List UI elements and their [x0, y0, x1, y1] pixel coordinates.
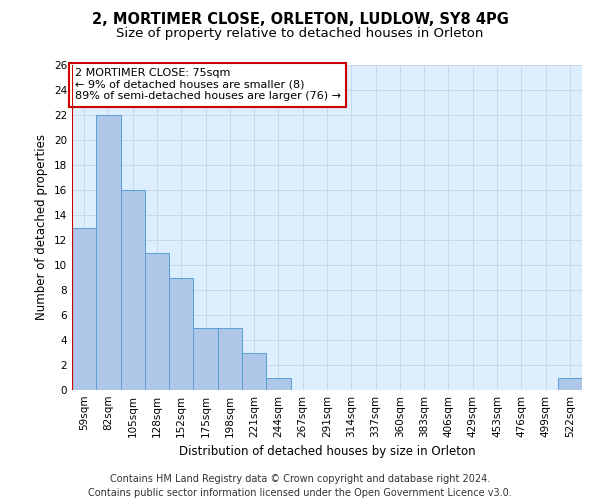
Bar	[72, 228, 96, 390]
Bar	[218, 328, 242, 390]
Bar	[169, 278, 193, 390]
Text: 2 MORTIMER CLOSE: 75sqm
← 9% of detached houses are smaller (8)
89% of semi-deta: 2 MORTIMER CLOSE: 75sqm ← 9% of detached…	[74, 68, 341, 102]
Bar	[96, 115, 121, 390]
Text: 2, MORTIMER CLOSE, ORLETON, LUDLOW, SY8 4PG: 2, MORTIMER CLOSE, ORLETON, LUDLOW, SY8 …	[92, 12, 508, 28]
Bar	[145, 252, 169, 390]
Text: Contains HM Land Registry data © Crown copyright and database right 2024.
Contai: Contains HM Land Registry data © Crown c…	[88, 474, 512, 498]
Bar	[193, 328, 218, 390]
X-axis label: Distribution of detached houses by size in Orleton: Distribution of detached houses by size …	[179, 446, 475, 458]
Bar	[266, 378, 290, 390]
Bar	[558, 378, 582, 390]
Y-axis label: Number of detached properties: Number of detached properties	[35, 134, 49, 320]
Bar	[121, 190, 145, 390]
Bar	[242, 352, 266, 390]
Text: Size of property relative to detached houses in Orleton: Size of property relative to detached ho…	[116, 28, 484, 40]
